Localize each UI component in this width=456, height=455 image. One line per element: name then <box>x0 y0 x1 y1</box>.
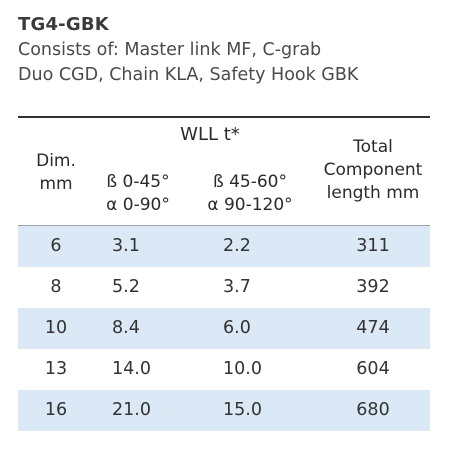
cell-wll-b: 6.0 <box>223 318 251 338</box>
product-code: TG4-GBK <box>18 14 109 35</box>
header-wll-a-line-2: α 0-90° <box>106 195 170 215</box>
header-wll-a-line-1: ß 0-45° <box>106 172 170 192</box>
header-wll-b-line-1: ß 45-60° <box>212 172 287 192</box>
header-length-line-2: Component <box>323 160 423 180</box>
cell-wll-a: 8.4 <box>112 318 140 338</box>
cell-wll-b: 15.0 <box>223 400 262 420</box>
header-dim: Dim. mm <box>18 150 94 196</box>
wll-group-header: WLL t* <box>180 124 240 145</box>
header-length-line-1: Total <box>353 137 393 157</box>
header-length: Total Component length mm <box>308 136 438 205</box>
cell-dim: 10 <box>44 318 68 338</box>
header-length-line-3: length mm <box>326 183 420 203</box>
table-row: 6 3.1 2.2 311 <box>18 226 430 267</box>
header-wll-a: ß 0-45° α 0-90° <box>88 171 188 217</box>
header-dim-line-1: Dim. <box>36 151 76 171</box>
table-row: 8 5.2 3.7 392 <box>18 267 430 308</box>
product-description: Consists of: Master link MF, C-grab Duo … <box>18 38 438 88</box>
cell-wll-b: 10.0 <box>223 359 262 379</box>
header-wll-b: ß 45-60° α 90-120° <box>192 171 308 217</box>
header-wll-b-line-2: α 90-120° <box>207 195 293 215</box>
table-row: 13 14.0 10.0 604 <box>18 349 430 390</box>
table-row: 10 8.4 6.0 474 <box>18 308 430 349</box>
cell-length: 474 <box>356 318 390 338</box>
cell-length: 392 <box>356 277 390 297</box>
cell-length: 680 <box>356 400 390 420</box>
description-line-1: Consists of: Master link MF, C-grab <box>18 40 322 60</box>
table-header-rule <box>18 225 430 226</box>
cell-dim: 8 <box>50 277 62 297</box>
cell-dim: 16 <box>44 400 68 420</box>
table-top-rule <box>18 116 430 118</box>
cell-dim: 13 <box>44 359 68 379</box>
cell-wll-b: 2.2 <box>223 236 251 256</box>
cell-length: 604 <box>356 359 390 379</box>
cell-wll-a: 5.2 <box>112 277 140 297</box>
header-dim-line-2: mm <box>39 174 73 194</box>
cell-wll-a: 14.0 <box>112 359 151 379</box>
cell-wll-b: 3.7 <box>223 277 251 297</box>
cell-length: 311 <box>356 236 390 256</box>
cell-wll-a: 21.0 <box>112 400 151 420</box>
table-row: 16 21.0 15.0 680 <box>18 390 430 431</box>
cell-dim: 6 <box>50 236 62 256</box>
cell-wll-a: 3.1 <box>112 236 140 256</box>
description-line-2: Duo CGD, Chain KLA, Safety Hook GBK <box>18 65 359 85</box>
